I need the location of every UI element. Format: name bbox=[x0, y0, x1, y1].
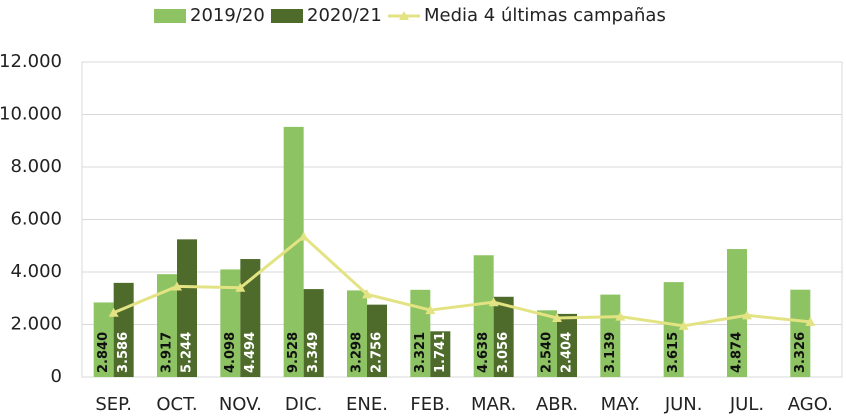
y-tick-label: 10.000 bbox=[0, 104, 62, 125]
x-tick-label: SEP. bbox=[95, 394, 132, 415]
bar bbox=[240, 259, 261, 377]
legend-label: 2019/20 bbox=[190, 5, 265, 26]
value-label: 3.139 bbox=[603, 332, 618, 373]
value-label: 4.874 bbox=[730, 332, 745, 373]
line-marker bbox=[108, 307, 119, 317]
line-marker bbox=[678, 320, 689, 330]
bar bbox=[727, 249, 747, 377]
x-tick-label: JUN. bbox=[664, 394, 703, 415]
y-tick-label: 12.000 bbox=[0, 51, 62, 72]
y-tick-label: 0 bbox=[51, 366, 62, 387]
bar bbox=[537, 310, 557, 377]
value-label: 3.056 bbox=[496, 332, 511, 373]
bar bbox=[157, 274, 177, 377]
y-tick-label: 8.000 bbox=[10, 156, 62, 177]
bar bbox=[303, 289, 324, 377]
line-marker bbox=[742, 310, 752, 320]
value-label: 3.326 bbox=[793, 332, 808, 373]
y-tick-label: 2.000 bbox=[10, 314, 62, 335]
line-marker bbox=[172, 281, 182, 291]
x-tick-label: FEB. bbox=[410, 394, 450, 415]
bar bbox=[283, 126, 304, 377]
y-tick-label: 6.000 bbox=[10, 209, 62, 230]
line-marker bbox=[805, 316, 816, 326]
value-label: 3.298 bbox=[350, 332, 365, 373]
legend-swatch bbox=[154, 9, 186, 23]
value-label: 4.494 bbox=[243, 332, 258, 373]
value-label: 2.756 bbox=[370, 332, 385, 373]
legend-label: Media 4 últimas campañas bbox=[424, 5, 666, 26]
value-label: 3.615 bbox=[666, 332, 681, 373]
bar bbox=[663, 282, 684, 377]
bar bbox=[430, 331, 451, 377]
value-label: 2.540 bbox=[540, 332, 555, 373]
line-marker bbox=[615, 311, 626, 321]
value-label: 3.917 bbox=[160, 332, 175, 373]
y-tick-label: 4.000 bbox=[10, 261, 62, 282]
value-label: 3.586 bbox=[116, 332, 131, 373]
x-tick-label: NOV. bbox=[219, 394, 262, 415]
bar bbox=[93, 302, 114, 377]
value-label: 3.349 bbox=[306, 332, 321, 373]
x-tick-label: DIC. bbox=[285, 394, 322, 415]
bar bbox=[493, 296, 514, 377]
line-marker bbox=[235, 282, 246, 292]
x-tick-label: ENE. bbox=[346, 394, 388, 415]
line-marker bbox=[488, 297, 499, 307]
line-marker bbox=[298, 231, 309, 241]
bar bbox=[220, 269, 241, 377]
line-marker bbox=[552, 312, 562, 322]
bar bbox=[347, 290, 367, 377]
legend-swatch bbox=[271, 9, 303, 23]
value-label: 9.528 bbox=[286, 332, 301, 373]
x-tick-label: MAR. bbox=[471, 394, 516, 415]
bar bbox=[600, 294, 621, 377]
legend-label: 2020/21 bbox=[307, 5, 382, 26]
value-label: 1.741 bbox=[433, 332, 448, 373]
bar bbox=[557, 313, 577, 377]
line-marker bbox=[362, 289, 372, 299]
bar bbox=[790, 289, 811, 377]
bar bbox=[177, 239, 197, 377]
value-label: 2.840 bbox=[96, 332, 111, 373]
line-marker bbox=[425, 305, 436, 315]
plot-border bbox=[81, 61, 843, 378]
bar bbox=[367, 304, 387, 377]
bar bbox=[410, 289, 431, 377]
value-label: 4.638 bbox=[476, 332, 491, 373]
legend-swatch-marker bbox=[399, 11, 409, 20]
x-tick-label: AGO. bbox=[788, 394, 833, 415]
line bbox=[113, 234, 811, 328]
x-tick-label: MAY. bbox=[601, 394, 641, 415]
x-tick-label: JUL. bbox=[729, 394, 764, 415]
bar bbox=[473, 255, 494, 377]
value-label: 4.098 bbox=[223, 332, 238, 373]
value-label: 3.321 bbox=[413, 332, 428, 373]
value-label: 2.404 bbox=[560, 332, 575, 373]
x-tick-label: ABR. bbox=[536, 394, 578, 415]
x-tick-label: OCT. bbox=[156, 394, 197, 415]
value-label: 5.244 bbox=[180, 332, 195, 373]
